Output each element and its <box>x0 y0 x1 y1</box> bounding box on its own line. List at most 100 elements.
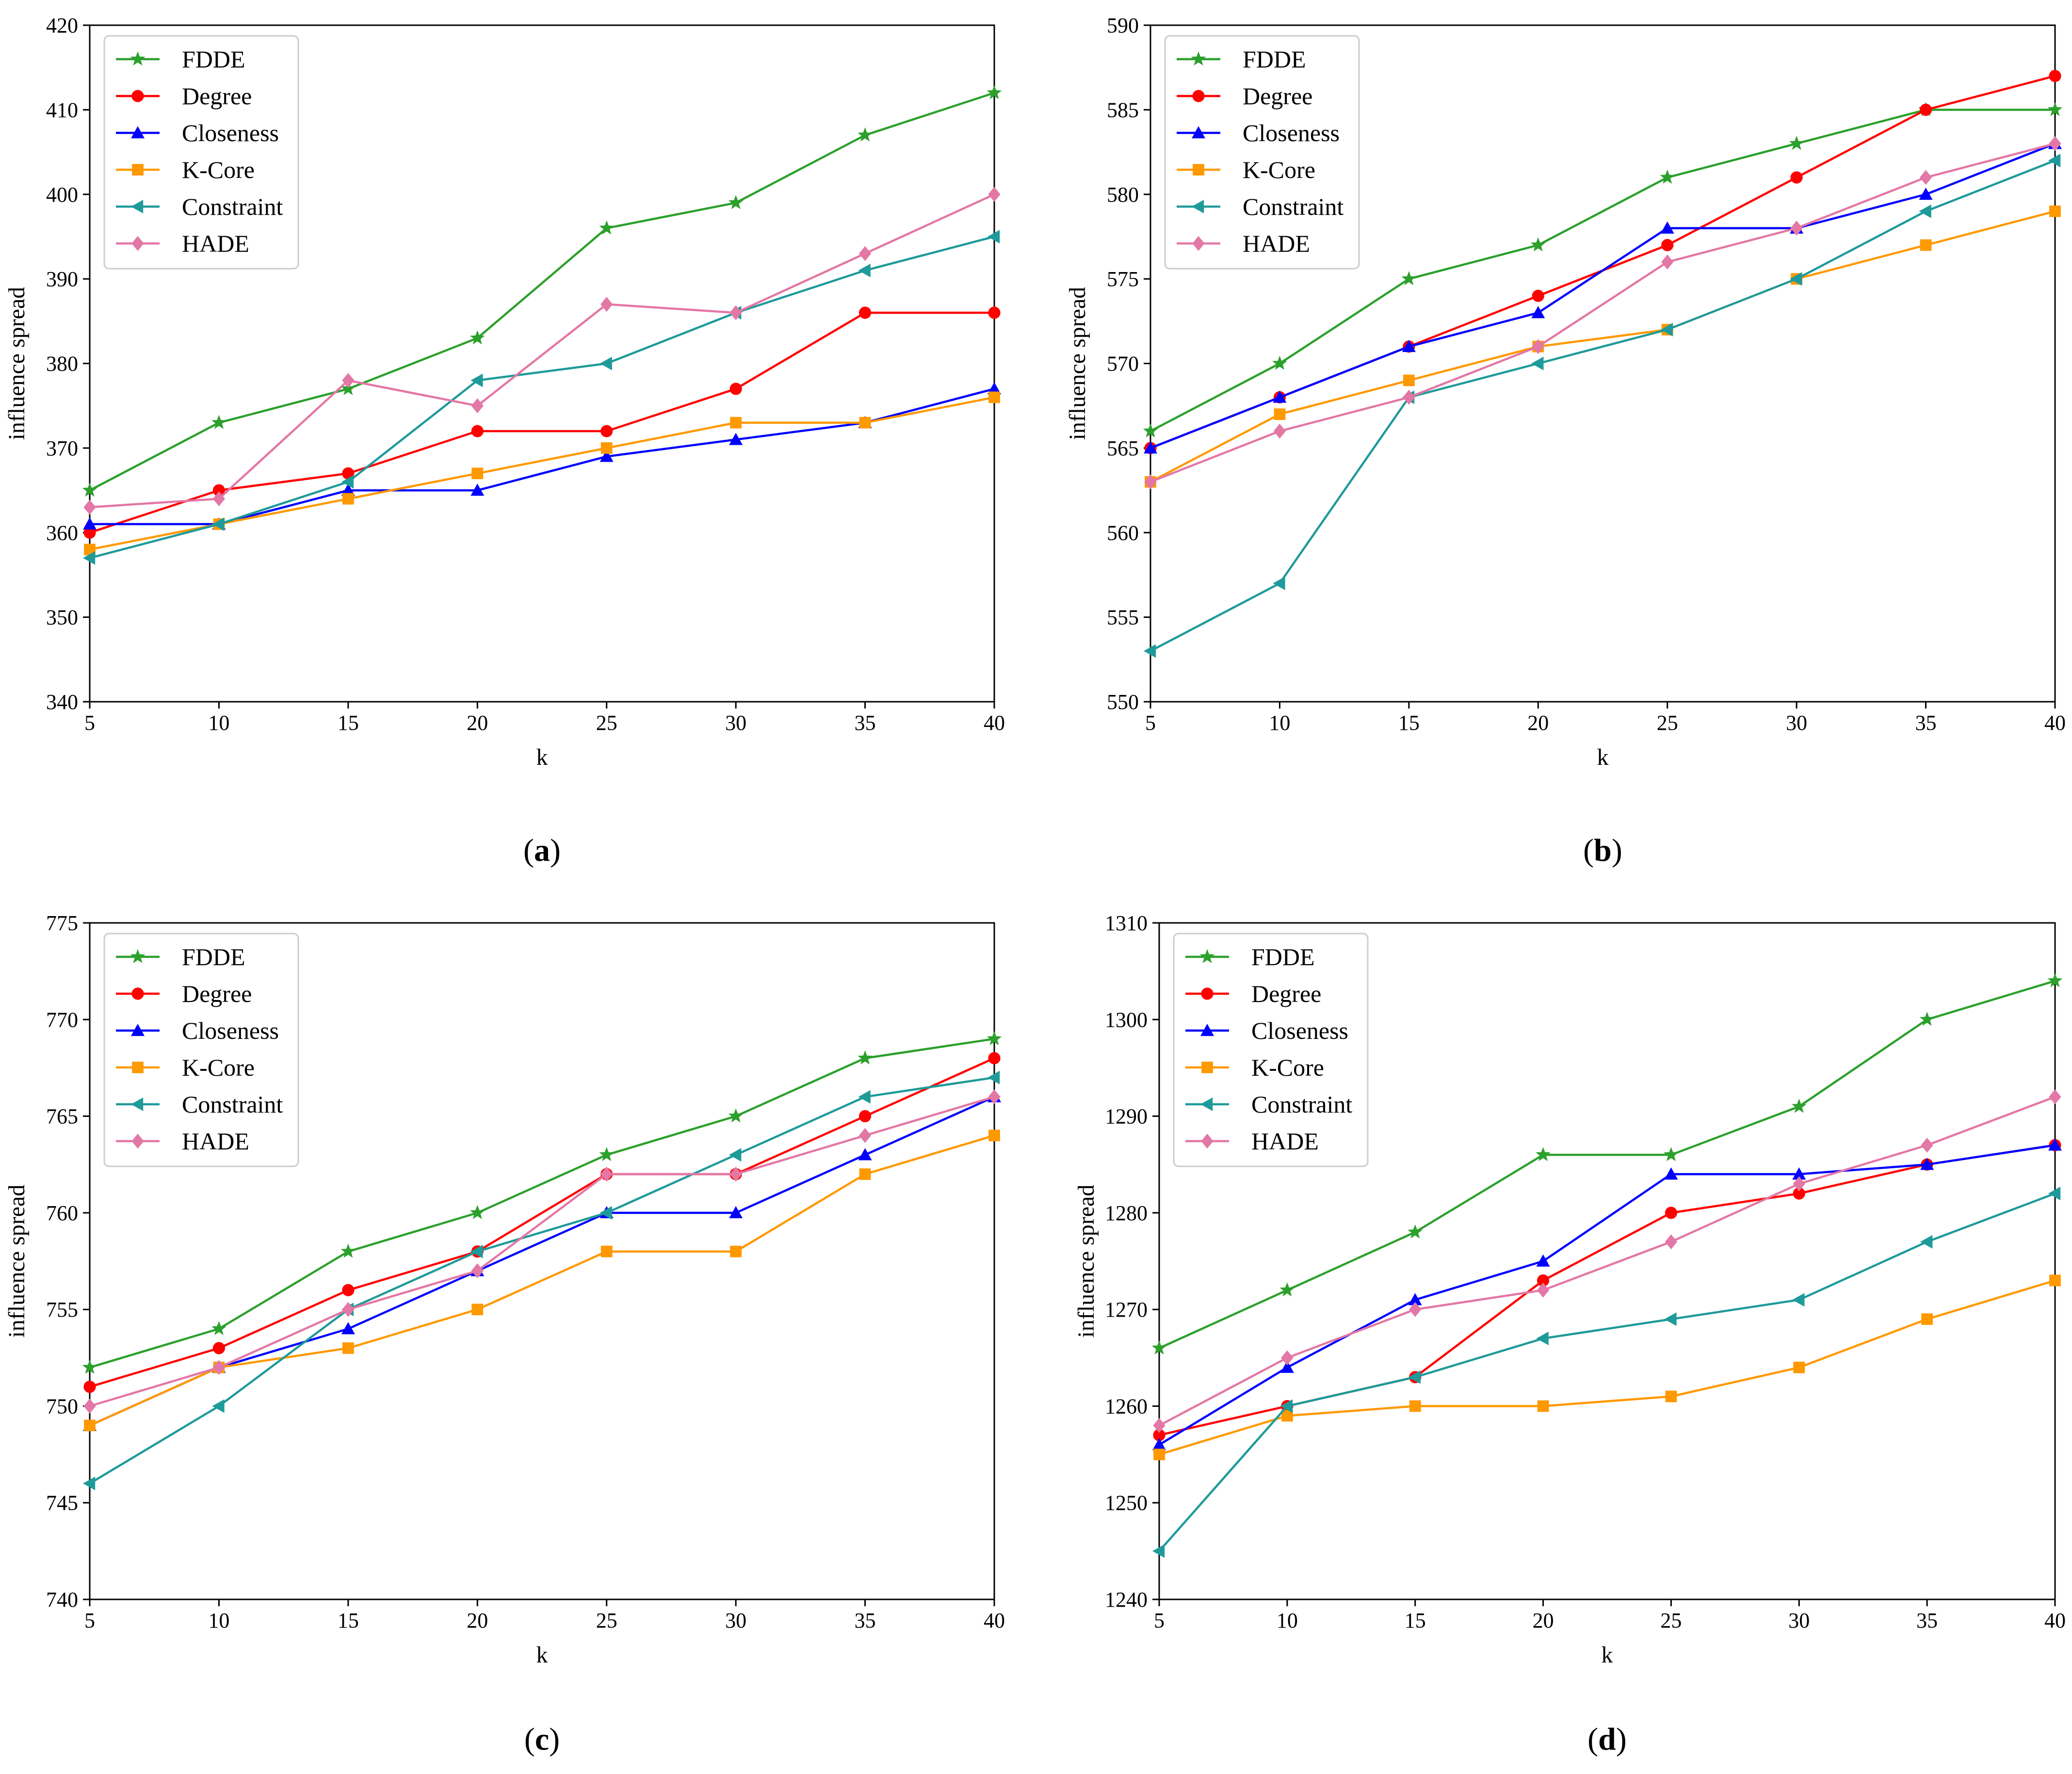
data-point <box>83 517 97 530</box>
data-point <box>599 356 612 371</box>
data-point <box>1408 1293 1422 1306</box>
x-tick-label: 10 <box>1277 1609 1298 1632</box>
data-point <box>858 1128 872 1143</box>
data-point <box>2049 136 2061 151</box>
series-line <box>89 1134 995 1427</box>
series-line <box>89 396 995 551</box>
data-point <box>342 1342 354 1354</box>
y-tick-label: 1250 <box>1105 1491 1148 1515</box>
data-point <box>729 1148 742 1162</box>
data-point <box>988 306 1001 319</box>
data-point <box>1792 1293 1805 1307</box>
legend-label: HADE <box>182 1128 249 1155</box>
data-point <box>1273 423 1286 439</box>
series-line <box>89 1076 995 1484</box>
y-tick-label: 1260 <box>1105 1394 1148 1418</box>
data-point <box>1537 1282 1550 1298</box>
y-axis-label: influence spread <box>4 1185 30 1338</box>
data-point <box>1153 1418 1166 1433</box>
data-point <box>471 1263 484 1278</box>
y-tick-label: 775 <box>46 911 78 935</box>
y-tick-label: 750 <box>46 1394 78 1418</box>
data-point <box>1532 339 1544 355</box>
data-point <box>858 127 873 142</box>
data-point <box>342 372 355 388</box>
data-point <box>1660 323 1673 337</box>
data-point <box>1537 1274 1550 1287</box>
y-tick-label: 400 <box>46 183 78 207</box>
legend-label: FDDE <box>182 943 245 970</box>
data-point <box>600 425 613 437</box>
data-point <box>1537 1400 1549 1412</box>
y-tick-label: 420 <box>46 14 78 37</box>
data-point <box>471 468 484 480</box>
data-point <box>1408 1370 1421 1384</box>
legend-marker <box>1191 51 1206 65</box>
data-point <box>2047 102 2063 116</box>
y-tick-label: 360 <box>46 521 78 545</box>
legend-marker <box>131 90 144 102</box>
data-point <box>2048 154 2061 167</box>
x-tick-label: 10 <box>1269 711 1290 735</box>
chart-panel: 5 10 15 20 25 30 35 40 550 555 560 565 570 575 580 585 5… <box>1065 14 2066 868</box>
y-tick-label: 575 <box>1107 267 1139 291</box>
x-axis-label: k <box>536 1642 548 1668</box>
data-point <box>2048 1187 2061 1200</box>
series-line <box>1149 159 2056 652</box>
data-point <box>1661 239 1674 251</box>
data-point <box>212 517 225 531</box>
data-point <box>1919 1012 1935 1026</box>
data-point <box>2049 1089 2061 1105</box>
data-point <box>1793 1176 1805 1192</box>
y-tick-label: 1310 <box>1105 911 1148 935</box>
data-point <box>988 1089 1001 1105</box>
legend-label: HADE <box>1251 1128 1319 1155</box>
x-tick-label: 30 <box>1786 711 1807 735</box>
legend-label: Constraint <box>1243 193 1344 220</box>
data-point <box>1272 355 1287 370</box>
data-point <box>1274 408 1286 420</box>
legend-label: Closeness <box>1251 1017 1348 1044</box>
data-point <box>2049 205 2061 217</box>
data-point <box>987 1031 1002 1046</box>
legend-marker <box>1193 164 1204 176</box>
data-point <box>1790 171 1803 184</box>
data-point <box>728 1108 744 1123</box>
data-point <box>341 475 354 489</box>
data-point <box>1789 136 1804 150</box>
series-line <box>1158 1192 2056 1552</box>
y-tick-label: 1270 <box>1105 1298 1148 1322</box>
legend-label: K-Core <box>182 156 255 183</box>
data-point <box>342 1302 355 1317</box>
series-line <box>1149 109 2055 432</box>
data-point <box>730 1245 742 1258</box>
data-point <box>1793 1361 1805 1373</box>
data-point <box>211 1321 227 1335</box>
data-point <box>1281 1410 1293 1422</box>
x-tick-label: 15 <box>1398 711 1420 735</box>
data-point <box>600 297 613 312</box>
data-point <box>987 229 1000 243</box>
data-point <box>340 381 356 395</box>
data-point <box>2047 973 2063 987</box>
data-point <box>212 484 226 497</box>
data-point <box>1402 339 1416 352</box>
data-point <box>1536 1254 1550 1267</box>
data-point <box>470 484 485 496</box>
data-point <box>1920 239 1932 251</box>
y-tick-label: 1300 <box>1105 1008 1148 1032</box>
legend-marker <box>131 1133 144 1149</box>
data-point <box>1536 1147 1551 1161</box>
data-point <box>1660 221 1674 234</box>
series-line <box>1149 210 2056 483</box>
data-point <box>1792 1098 1807 1113</box>
legend-label: Degree <box>1251 980 1321 1007</box>
y-tick-label: 390 <box>46 267 78 291</box>
legend-marker <box>1199 949 1215 963</box>
data-point <box>1790 221 1803 236</box>
series-line <box>90 387 995 526</box>
data-point <box>1143 423 1158 437</box>
data-point <box>1792 1167 1806 1180</box>
data-point <box>340 1243 356 1258</box>
data-point <box>2049 70 2061 82</box>
